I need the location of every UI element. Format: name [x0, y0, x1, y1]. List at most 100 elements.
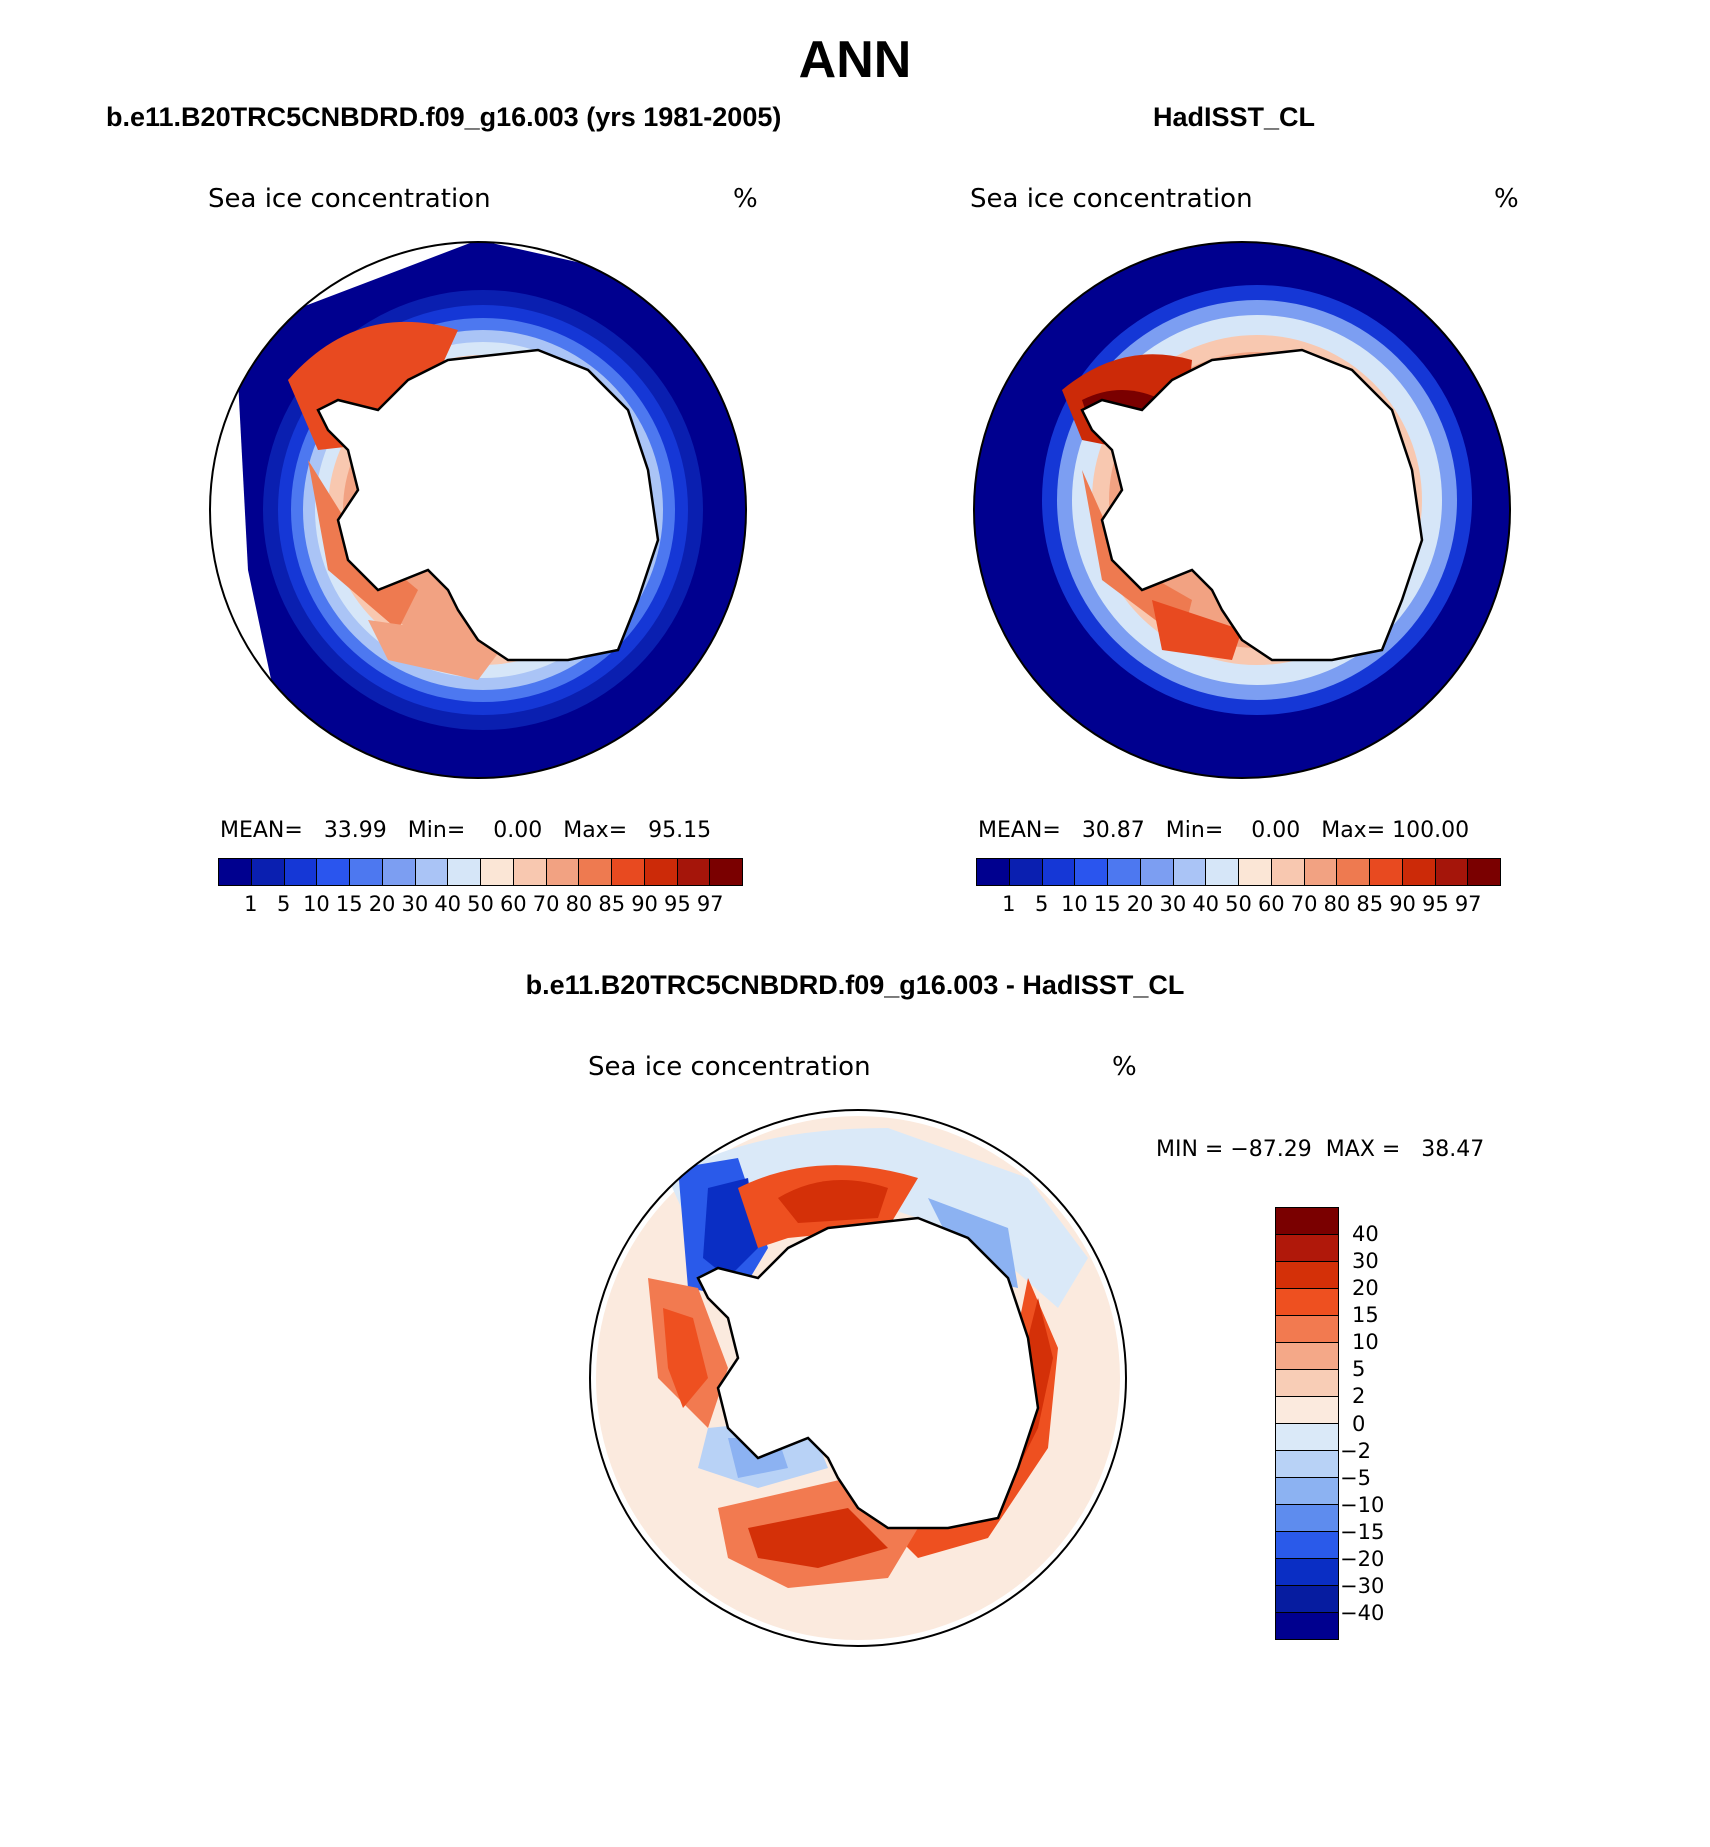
- panel-3-variable-label: Sea ice concentration: [588, 1052, 871, 1082]
- colorbar-swatch: [977, 859, 1010, 885]
- colorbar-tick-label: 20: [368, 892, 396, 916]
- colorbar-swatch: [1239, 859, 1272, 885]
- colorbar-tick-label: 80: [1323, 892, 1351, 916]
- colorbar-tick-label: 5: [1352, 1357, 1366, 1382]
- colorbar-swatch: [415, 859, 449, 885]
- colorbar-tick-label: 30: [1352, 1249, 1379, 1274]
- colorbar-swatch: [1276, 1586, 1338, 1613]
- colorbar-swatch: [1276, 1235, 1338, 1262]
- colorbar-swatch: [284, 859, 318, 885]
- colorbar-tick-label: −5: [1340, 1465, 1371, 1490]
- colorbar-swatch: [644, 859, 678, 885]
- colorbar-swatch: [1276, 1505, 1338, 1532]
- panel-3-title: b.e11.B20TRC5CNBDRD.f09_g16.003 - HadISS…: [525, 970, 1185, 1000]
- colorbar-tick-label: 60: [499, 892, 527, 916]
- colorbar-tick-label: 2: [1352, 1384, 1366, 1409]
- colorbar-swatch: [1276, 1370, 1338, 1397]
- colorbar-swatch: [1009, 859, 1043, 885]
- panel-1-title: b.e11.B20TRC5CNBDRD.f09_g16.003 (yrs 198…: [106, 102, 782, 132]
- colorbar-tick-label: 15: [1093, 892, 1121, 916]
- colorbar-tick-label: 40: [434, 892, 462, 916]
- colorbar-tick-label: 85: [598, 892, 626, 916]
- colorbar-swatch: [546, 859, 580, 885]
- colorbar-tick-label: −30: [1340, 1573, 1385, 1598]
- colorbar-swatch: [219, 859, 252, 885]
- colorbar-tick-label: 40: [1352, 1222, 1379, 1247]
- colorbar-tick-label: 80: [565, 892, 593, 916]
- colorbar-swatch: [1337, 859, 1370, 885]
- colorbar-tick-label: 10: [303, 892, 330, 916]
- colorbar-tick-label: −20: [1340, 1546, 1385, 1571]
- colorbar-tick-label: 30: [1159, 892, 1187, 916]
- colorbar-swatch: [1276, 1316, 1338, 1343]
- colorbar-tick-label: 20: [1352, 1276, 1379, 1301]
- panel-2-units-label: %: [1494, 184, 1519, 214]
- colorbar-swatch: [1276, 1478, 1338, 1505]
- colorbar-swatch: [1206, 859, 1239, 885]
- panel-3-stats: MIN = −87.29 MAX = 38.47: [1156, 1137, 1485, 1162]
- colorbar-tick-label: 70: [1290, 892, 1318, 916]
- colorbar-swatch: [1370, 859, 1403, 885]
- colorbar-tick-label: 5: [276, 892, 291, 916]
- panel-1-colorbar-ticks: 1 5 10 15 20 30 40 50 60 70 80 85 90 95 97: [218, 892, 743, 918]
- colorbar-swatch: [513, 859, 547, 885]
- colorbar-tick-label: 15: [1352, 1303, 1379, 1328]
- colorbar-swatch: [1468, 859, 1500, 885]
- colorbar-swatch: [1276, 1343, 1338, 1370]
- colorbar-swatch: [612, 859, 645, 885]
- panel-2-colorbar: [976, 858, 1501, 886]
- colorbar-tick-label: 60: [1257, 892, 1285, 916]
- colorbar-swatch: [1276, 1424, 1338, 1451]
- panel-1-colorbar: [218, 858, 743, 886]
- colorbar-tick-label: 50: [1225, 892, 1252, 916]
- colorbar-swatch: [579, 859, 612, 885]
- colorbar-swatch: [1108, 859, 1141, 885]
- colorbar-tick-label: 10: [1061, 892, 1088, 916]
- colorbar-tick-label: 95: [1422, 892, 1449, 916]
- colorbar-swatch: [1075, 859, 1108, 885]
- panel-2-stats: MEAN= 30.87 Min= 0.00 Max= 100.00: [978, 818, 1470, 843]
- colorbar-swatch: [677, 859, 711, 885]
- colorbar-tick-label: 5: [1034, 892, 1049, 916]
- colorbar-tick-label: 50: [467, 892, 494, 916]
- colorbar-swatch: [1276, 1451, 1338, 1478]
- colorbar-tick-label: 85: [1356, 892, 1384, 916]
- panel-1-variable-label: Sea ice concentration: [208, 184, 491, 214]
- panel-3-polar-map: [589, 1109, 1127, 1647]
- colorbar-swatch: [1042, 859, 1076, 885]
- colorbar-swatch: [481, 859, 514, 885]
- colorbar-swatch: [251, 859, 285, 885]
- panel-2-title: HadISST_CL: [1153, 102, 1316, 132]
- panel-2-polar-map: [973, 241, 1511, 779]
- colorbar-tick-label: 70: [532, 892, 560, 916]
- colorbar-tick-label: −10: [1340, 1492, 1385, 1517]
- colorbar-swatch: [1271, 859, 1305, 885]
- colorbar-swatch: [1276, 1289, 1338, 1316]
- colorbar-swatch: [1276, 1208, 1338, 1235]
- colorbar-tick-label: −2: [1340, 1438, 1371, 1463]
- panel-2-colorbar-ticks: 1 5 10 15 20 30 40 50 60 70 80 85 90 95 97: [976, 892, 1501, 918]
- colorbar-swatch: [1173, 859, 1207, 885]
- colorbar-swatch: [1276, 1613, 1338, 1639]
- panel-1-stats: MEAN= 33.99 Min= 0.00 Max= 95.15: [220, 818, 712, 843]
- colorbar-tick-label: 0: [1352, 1411, 1366, 1436]
- colorbar-swatch: [1276, 1532, 1338, 1559]
- colorbar-tick-label: 40: [1192, 892, 1220, 916]
- colorbar-tick-label: 1: [1002, 892, 1016, 916]
- colorbar-tick-label: 97: [696, 892, 724, 916]
- colorbar-tick-label: 10: [1352, 1330, 1379, 1355]
- panel-3-colorbar-ticks: 40 30 20 15 10 5 2 0 −2 −5 −10 −15 −20 −30 −40: [1340, 1207, 1426, 1640]
- colorbar-swatch: [1276, 1559, 1338, 1586]
- colorbar-tick-label: 1: [244, 892, 258, 916]
- colorbar-tick-label: −40: [1340, 1600, 1385, 1625]
- panel-3-units-label: %: [1112, 1052, 1137, 1082]
- colorbar-swatch: [448, 859, 481, 885]
- colorbar-swatch: [317, 859, 350, 885]
- colorbar-tick-label: 30: [401, 892, 429, 916]
- colorbar-tick-label: 97: [1454, 892, 1482, 916]
- colorbar-swatch: [1140, 859, 1174, 885]
- colorbar-tick-label: 95: [664, 892, 691, 916]
- panel-3-colorbar: [1275, 1207, 1339, 1640]
- panel-1-units-label: %: [733, 184, 758, 214]
